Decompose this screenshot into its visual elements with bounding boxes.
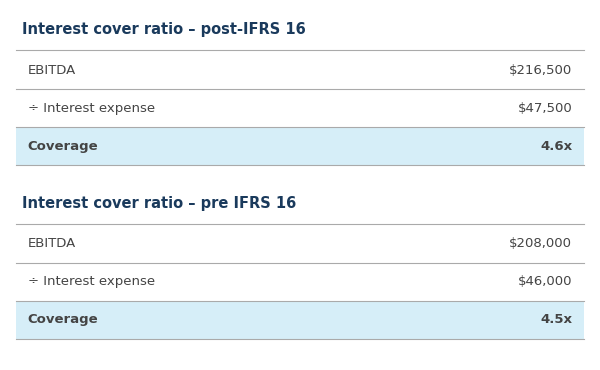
Text: Interest cover ratio – post-IFRS 16: Interest cover ratio – post-IFRS 16 bbox=[22, 22, 305, 37]
FancyBboxPatch shape bbox=[16, 301, 584, 339]
Text: EBITDA: EBITDA bbox=[28, 64, 76, 77]
Text: Coverage: Coverage bbox=[28, 313, 98, 326]
Text: Coverage: Coverage bbox=[28, 139, 98, 152]
FancyBboxPatch shape bbox=[16, 127, 584, 165]
Text: 4.6x: 4.6x bbox=[540, 139, 572, 152]
Text: EBITDA: EBITDA bbox=[28, 237, 76, 250]
Text: ÷ Interest expense: ÷ Interest expense bbox=[28, 102, 155, 115]
Text: $46,000: $46,000 bbox=[518, 275, 572, 288]
Text: 4.5x: 4.5x bbox=[540, 313, 572, 326]
Text: $216,500: $216,500 bbox=[509, 64, 572, 77]
Text: $47,500: $47,500 bbox=[517, 102, 572, 115]
Text: ÷ Interest expense: ÷ Interest expense bbox=[28, 275, 155, 288]
Text: $208,000: $208,000 bbox=[509, 237, 572, 250]
Text: Interest cover ratio – pre IFRS 16: Interest cover ratio – pre IFRS 16 bbox=[22, 196, 296, 211]
